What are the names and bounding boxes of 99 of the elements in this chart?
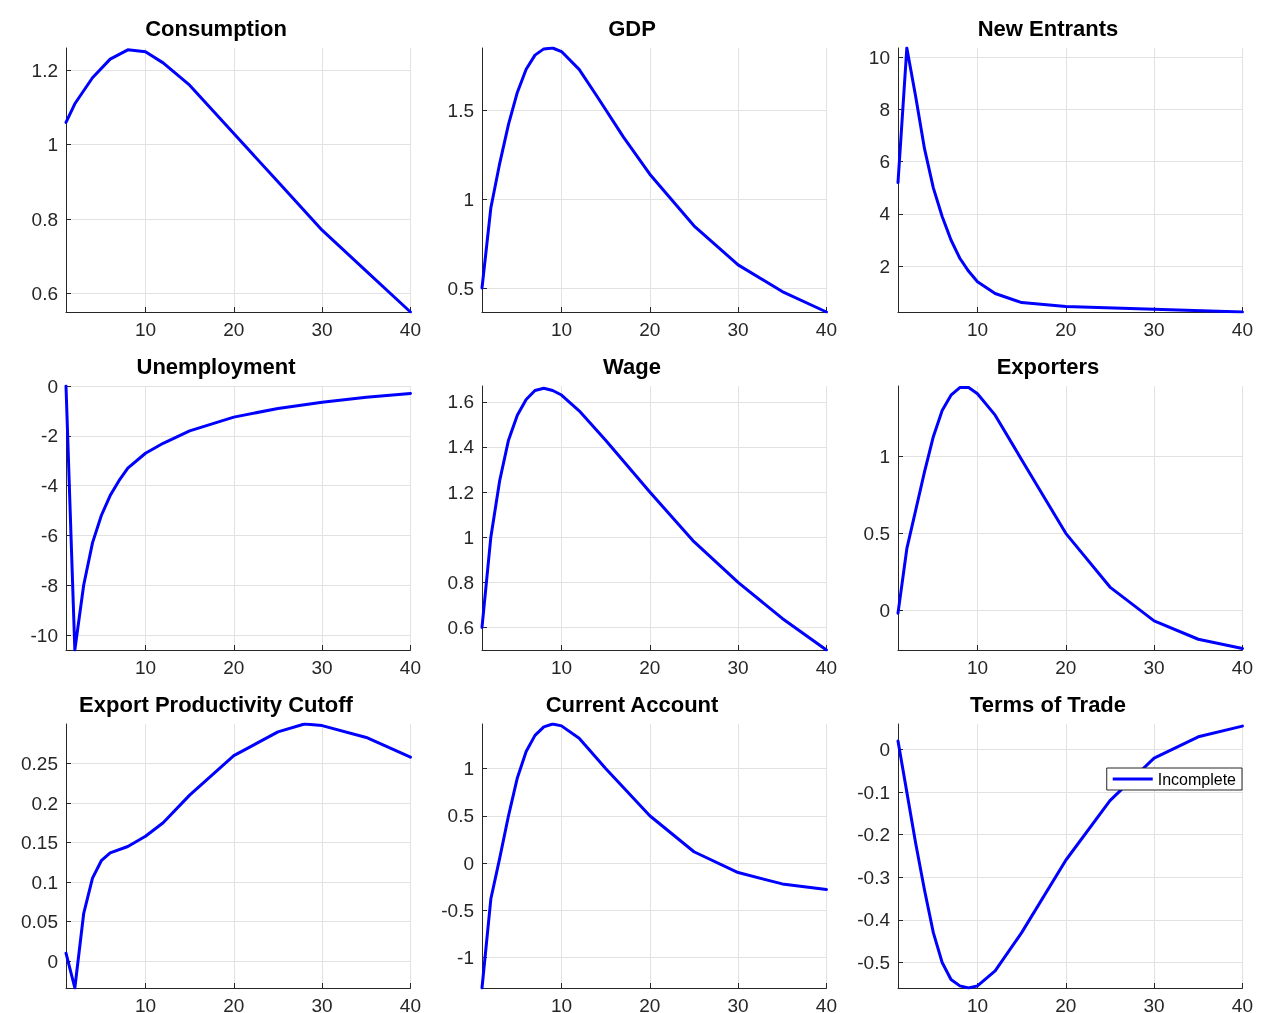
x-tick-label: 10 xyxy=(134,319,157,340)
y-tick-label: -10 xyxy=(30,624,58,646)
x-tick-label: 10 xyxy=(966,995,989,1013)
y-tick-label: 0.2 xyxy=(31,792,58,814)
y-tick-label: 1 xyxy=(463,188,474,210)
y-tick-label: -0.4 xyxy=(857,909,891,931)
line-series xyxy=(64,384,412,652)
y-tick-label: 0 xyxy=(879,739,890,761)
y-tick-label: 0.6 xyxy=(447,616,474,638)
y-tick-label: 0 xyxy=(463,852,474,874)
y-tick-label: 1 xyxy=(463,526,474,548)
x-tick-label: 40 xyxy=(1231,657,1253,678)
chart-title: Export Productivity Cutoff xyxy=(79,691,354,717)
x-tick-label: 30 xyxy=(727,657,749,678)
x-tick-label: 30 xyxy=(311,657,333,678)
y-tick-label: 8 xyxy=(879,99,890,121)
x-tick-label: 10 xyxy=(134,657,157,678)
x-tick-label: 30 xyxy=(311,319,333,340)
y-tick-label: 1.4 xyxy=(447,436,475,458)
y-tick-label: 1.2 xyxy=(447,481,474,503)
y-tick-label: -6 xyxy=(41,524,58,546)
y-tick-label: 10 xyxy=(868,46,890,68)
x-tick-label: 40 xyxy=(399,995,421,1013)
chart-title: New Entrants xyxy=(977,15,1119,41)
line-series xyxy=(896,386,1244,650)
x-tick-label: 10 xyxy=(966,657,989,678)
y-tick-label: -4 xyxy=(41,475,59,497)
y-tick-label: -0.5 xyxy=(441,899,474,921)
y-tick-label: 0.8 xyxy=(31,208,58,230)
y-tick-label: 1.2 xyxy=(31,59,58,81)
x-tick-label: 40 xyxy=(815,319,837,340)
y-tick-label: 0.25 xyxy=(21,753,58,775)
y-tick-label: 0.1 xyxy=(31,871,58,893)
y-tick-label: 1.6 xyxy=(447,391,474,413)
y-tick-label: 1 xyxy=(463,757,474,779)
chart-title: GDP xyxy=(608,15,656,41)
y-tick-label: -0.1 xyxy=(857,781,890,803)
y-tick-label: 1.5 xyxy=(447,99,474,121)
chart-title: Terms of Trade xyxy=(969,691,1127,717)
x-tick-label: 10 xyxy=(134,995,157,1013)
x-tick-label: 20 xyxy=(1055,657,1077,678)
x-tick-label: 10 xyxy=(550,319,573,340)
x-tick-label: 20 xyxy=(639,995,661,1013)
y-tick-label: 4 xyxy=(879,203,891,225)
x-tick-label: 10 xyxy=(550,657,573,678)
line-series xyxy=(64,722,412,990)
chart-title: Current Account xyxy=(545,691,720,717)
chart-title: Exporters xyxy=(996,353,1100,379)
y-tick-label: -0.2 xyxy=(857,824,890,846)
x-tick-label: 40 xyxy=(1231,319,1253,340)
y-tick-label: 1 xyxy=(47,134,58,156)
y-tick-label: 0 xyxy=(879,599,890,621)
y-tick-label: 0.5 xyxy=(447,277,474,299)
x-tick-label: 30 xyxy=(311,995,333,1013)
x-tick-label: 30 xyxy=(1143,995,1165,1013)
y-tick-label: 0.6 xyxy=(31,282,58,304)
line-series xyxy=(896,724,1244,990)
x-tick-label: 40 xyxy=(815,995,837,1013)
line-series xyxy=(480,46,828,314)
x-tick-label: 20 xyxy=(223,319,245,340)
chart-title: Unemployment xyxy=(136,353,297,379)
x-tick-label: 30 xyxy=(1143,319,1165,340)
y-tick-label: 1 xyxy=(879,446,890,468)
y-tick-label: -2 xyxy=(41,425,58,447)
y-tick-label: 0.5 xyxy=(447,805,474,827)
chart-title: Consumption xyxy=(145,15,287,41)
x-tick-label: 20 xyxy=(1055,995,1077,1013)
x-tick-label: 40 xyxy=(815,657,837,678)
line-series xyxy=(896,46,1244,314)
y-tick-label: -0.5 xyxy=(857,951,890,973)
line-series xyxy=(480,722,828,990)
x-tick-label: 20 xyxy=(1055,319,1077,340)
y-tick-label: 0.8 xyxy=(447,571,474,593)
y-tick-label: -0.3 xyxy=(857,866,890,888)
x-tick-label: 40 xyxy=(399,319,421,340)
line-series xyxy=(64,48,412,314)
y-tick-label: 0.15 xyxy=(21,832,58,854)
y-tick-label: 0 xyxy=(47,950,58,972)
y-tick-label: -8 xyxy=(41,574,58,596)
y-tick-label: 2 xyxy=(879,255,890,277)
x-tick-label: 30 xyxy=(727,319,749,340)
line-series xyxy=(480,386,828,652)
chart-title: Wage xyxy=(603,353,661,379)
y-tick-label: 0.5 xyxy=(863,522,890,544)
x-tick-label: 20 xyxy=(639,319,661,340)
y-tick-label: 0.05 xyxy=(21,911,58,933)
x-tick-label: 20 xyxy=(223,995,245,1013)
x-tick-label: 40 xyxy=(1231,995,1253,1013)
x-tick-label: 20 xyxy=(223,657,245,678)
y-tick-label: 6 xyxy=(879,151,890,173)
x-tick-label: 30 xyxy=(1143,657,1165,678)
x-tick-label: 20 xyxy=(639,657,661,678)
x-tick-label: 10 xyxy=(966,319,989,340)
x-tick-label: 10 xyxy=(550,995,573,1013)
y-tick-label: -1 xyxy=(457,947,474,969)
y-tick-label: 0 xyxy=(47,375,58,397)
x-tick-label: 40 xyxy=(399,657,421,678)
legend-label: Incomplete xyxy=(1157,770,1237,788)
x-tick-label: 30 xyxy=(727,995,749,1013)
